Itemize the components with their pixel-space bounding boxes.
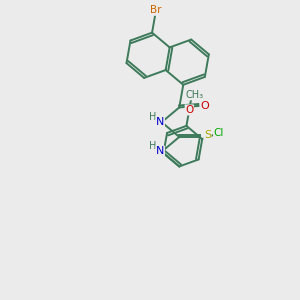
Text: Cl: Cl: [214, 128, 224, 138]
Text: S: S: [204, 130, 211, 140]
Text: H: H: [148, 112, 156, 122]
Text: H: H: [148, 141, 156, 152]
Text: Br: Br: [150, 5, 161, 15]
Text: N: N: [156, 117, 164, 127]
Text: O: O: [200, 101, 209, 111]
Text: O: O: [185, 105, 194, 115]
Text: CH₃: CH₃: [185, 90, 203, 100]
Text: N: N: [156, 146, 164, 156]
